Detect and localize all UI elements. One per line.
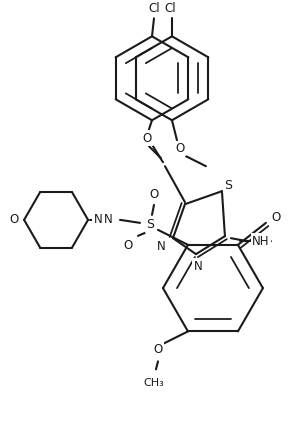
Text: O: O [142, 132, 152, 145]
Text: N: N [94, 213, 102, 226]
Text: Cl: Cl [164, 2, 176, 15]
Text: O: O [175, 142, 185, 155]
Text: N: N [104, 213, 113, 226]
Text: Cl: Cl [148, 2, 160, 15]
Text: N: N [194, 259, 202, 272]
Text: O: O [149, 188, 159, 201]
Text: NH: NH [252, 235, 270, 248]
Text: CH₃: CH₃ [144, 378, 164, 388]
Text: S: S [224, 179, 232, 192]
Text: O: O [10, 213, 19, 226]
Text: S: S [146, 218, 154, 232]
Text: O: O [271, 211, 280, 225]
Text: O: O [153, 343, 163, 356]
Text: O: O [123, 239, 133, 252]
Text: N: N [157, 240, 165, 252]
